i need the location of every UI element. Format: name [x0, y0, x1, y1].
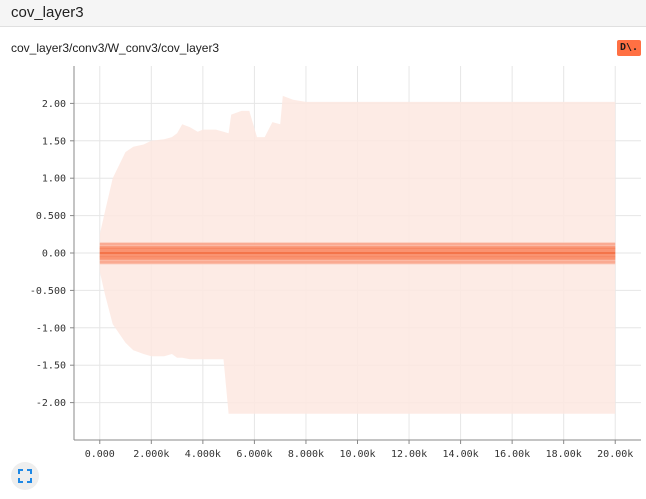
fullscreen-button[interactable] [11, 462, 39, 490]
x-tick-label: 20.00k [597, 449, 633, 460]
x-tick-label: 6.000k [236, 449, 272, 460]
card-header: cov_layer3 [0, 0, 646, 27]
chart-axes: 2.00 1.50 1.00 0.500 0.00 -0.500 -1.00 -1.50 -2.… [30, 66, 641, 460]
x-tick-label: 4.000k [185, 449, 221, 460]
x-tick-label: 8.000k [288, 449, 324, 460]
x-tick-label: 18.00k [546, 449, 582, 460]
run-tag-label: cov_layer3/conv3/W_conv3/cov_layer3 [11, 41, 220, 55]
x-tick-label: 14.00k [443, 449, 479, 460]
x-tick-label: 10.00k [339, 449, 375, 460]
y-tick-label: 2.00 [42, 99, 66, 110]
fullscreen-icon [18, 469, 32, 483]
y-tick-label: -0.500 [30, 286, 66, 297]
y-tick-label: 0.500 [36, 211, 66, 222]
y-tick-label: -1.50 [36, 361, 66, 372]
x-tick-label: 16.00k [494, 449, 530, 460]
card-title: cov_layer3 [11, 4, 84, 21]
x-tick-label: 12.00k [391, 449, 427, 460]
download-badge[interactable]: D\. [617, 40, 641, 56]
chart-series [99, 95, 616, 414]
y-tick-label: -1.00 [36, 323, 66, 334]
y-tick-label: 1.00 [42, 174, 66, 185]
y-tick-label: 1.50 [42, 136, 66, 147]
x-tick-label: 0.000 [85, 449, 115, 460]
y-tick-label: -2.00 [36, 398, 66, 409]
x-tick-label: 2.000k [133, 449, 169, 460]
y-tick-label: 0.00 [42, 249, 66, 260]
